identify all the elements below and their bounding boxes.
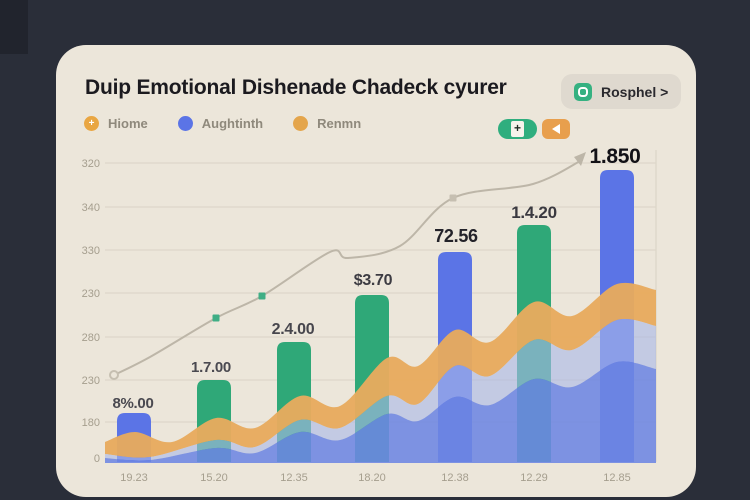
action-button[interactable]: Rosphel > [561, 74, 682, 109]
legend-item-aughtinth[interactable]: Aughtinth [177, 116, 264, 131]
legend-item-label: Aughtinth [201, 116, 264, 131]
back-button[interactable] [542, 119, 570, 139]
action-button-label: Rosphel > [601, 83, 669, 100]
legend-item-label: Hiome [108, 116, 148, 131]
dot-icon [177, 116, 193, 131]
corner-block [0, 0, 28, 54]
legend-item-label: Renmn [317, 116, 362, 131]
app-icon [574, 82, 592, 101]
page-title: Duip Emotional Dishenade Chadeck cyurer [85, 76, 507, 99]
legend-item-hiome[interactable]: + Hiome [84, 116, 148, 131]
dashboard-card [56, 45, 696, 497]
plus-icon: + [511, 121, 524, 137]
plus-icon: + [84, 116, 99, 131]
legend: + Hiome Aughtinth Renmn [84, 116, 361, 131]
green-toggle[interactable]: + [498, 119, 537, 139]
dot-icon [293, 116, 309, 131]
legend-item-renmn[interactable]: Renmn [293, 116, 361, 131]
left-arrow-icon [552, 124, 560, 134]
